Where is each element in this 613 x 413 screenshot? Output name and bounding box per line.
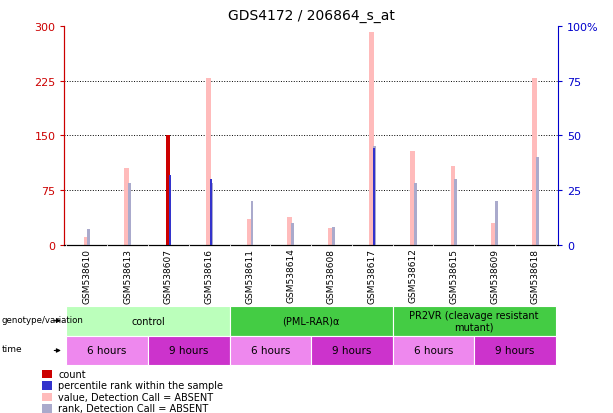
Bar <box>414 184 416 245</box>
Bar <box>291 223 294 245</box>
Bar <box>169 175 172 245</box>
Bar <box>495 201 498 245</box>
Text: GSM538614: GSM538614 <box>286 248 295 303</box>
Bar <box>148 336 229 366</box>
Bar <box>166 136 170 245</box>
Bar <box>492 223 497 245</box>
Bar <box>42 381 52 390</box>
Bar <box>393 336 474 366</box>
Bar <box>66 336 148 366</box>
Text: GSM538617: GSM538617 <box>368 248 377 303</box>
Bar <box>66 306 229 336</box>
Text: 6 hours: 6 hours <box>251 346 290 356</box>
Bar <box>454 180 457 245</box>
Bar <box>311 336 393 366</box>
Text: genotype/variation: genotype/variation <box>1 315 83 324</box>
Bar <box>229 306 393 336</box>
Text: 6 hours: 6 hours <box>414 346 453 356</box>
Text: GSM538607: GSM538607 <box>164 248 173 303</box>
Bar <box>246 219 251 245</box>
Bar <box>128 184 131 245</box>
Text: GSM538612: GSM538612 <box>408 248 417 303</box>
Bar <box>229 336 311 366</box>
Bar <box>210 184 213 245</box>
Text: value, Detection Call = ABSENT: value, Detection Call = ABSENT <box>58 392 213 402</box>
Bar <box>536 158 539 245</box>
Text: 9 hours: 9 hours <box>332 346 371 356</box>
Bar <box>124 169 129 245</box>
Bar <box>451 166 455 245</box>
Text: GSM538616: GSM538616 <box>205 248 214 303</box>
Text: 9 hours: 9 hours <box>169 346 208 356</box>
Bar <box>251 201 253 245</box>
Text: control: control <box>131 316 165 326</box>
Bar <box>328 229 333 245</box>
Bar <box>393 306 556 336</box>
Text: 9 hours: 9 hours <box>495 346 535 356</box>
Bar <box>287 217 292 245</box>
Bar <box>409 152 414 245</box>
Title: GDS4172 / 206864_s_at: GDS4172 / 206864_s_at <box>227 9 395 23</box>
Text: PR2VR (cleavage resistant
mutant): PR2VR (cleavage resistant mutant) <box>409 310 539 332</box>
Bar <box>42 370 52 378</box>
Bar <box>373 147 376 245</box>
Text: GSM538609: GSM538609 <box>490 248 499 303</box>
Bar <box>369 33 374 245</box>
Text: GSM538613: GSM538613 <box>123 248 132 303</box>
Text: 6 hours: 6 hours <box>88 346 127 356</box>
Bar <box>83 237 88 245</box>
Text: GSM538611: GSM538611 <box>245 248 254 303</box>
Bar <box>532 79 537 245</box>
Text: GSM538618: GSM538618 <box>531 248 540 303</box>
Text: count: count <box>58 369 86 379</box>
Bar <box>42 404 52 413</box>
Bar <box>206 79 211 245</box>
Text: (PML-RAR)α: (PML-RAR)α <box>283 316 340 326</box>
Bar <box>210 180 212 245</box>
Bar <box>88 230 90 245</box>
Text: GSM538608: GSM538608 <box>327 248 336 303</box>
Bar <box>42 393 52 401</box>
Bar <box>373 149 375 245</box>
Bar <box>332 228 335 245</box>
Text: GSM538615: GSM538615 <box>449 248 459 303</box>
Text: rank, Detection Call = ABSENT: rank, Detection Call = ABSENT <box>58 403 208 413</box>
Text: time: time <box>1 345 22 354</box>
Text: GSM538610: GSM538610 <box>82 248 91 303</box>
Bar <box>474 336 556 366</box>
Text: percentile rank within the sample: percentile rank within the sample <box>58 380 223 390</box>
